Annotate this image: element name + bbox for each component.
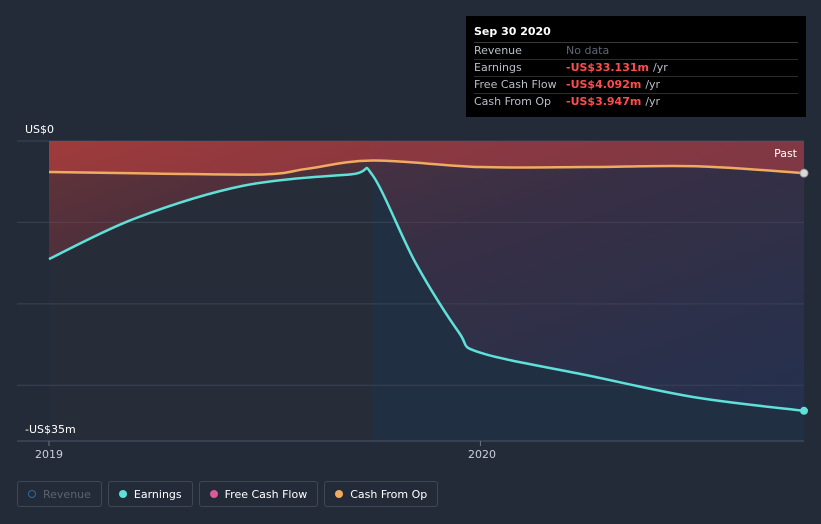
- tooltip-row-unit: /yr: [645, 95, 661, 108]
- circle-icon: [118, 490, 127, 498]
- legend-item-free-cash-flow[interactable]: Free Cash Flow: [198, 481, 319, 507]
- tooltip: Sep 30 2020 Revenue No data Earnings -US…: [466, 16, 806, 117]
- earnings-end-marker: [800, 406, 808, 415]
- x-axis: [48, 441, 481, 446]
- cash-from-op-end-marker: [799, 168, 809, 178]
- tooltip-row-value: -US$33.131m: [566, 61, 649, 74]
- legend-item-revenue[interactable]: Revenue: [17, 481, 102, 507]
- tooltip-title: Sep 30 2020: [474, 24, 798, 43]
- cash-from-op-line: [48, 159, 805, 176]
- y-axis-top-label: US$0: [25, 123, 55, 136]
- tooltip-row-name: Earnings: [474, 61, 522, 74]
- earnings-area: [49, 141, 804, 411]
- tooltip-row-name: Revenue: [474, 44, 522, 57]
- series-layer: [48, 141, 809, 415]
- legend-label: Free Cash Flow: [224, 487, 308, 501]
- x-tick-2019: 2019: [35, 448, 63, 461]
- legend-item-earnings[interactable]: Earnings: [107, 481, 193, 507]
- legend: Revenue Earnings Free Cash Flow Cash Fro…: [17, 481, 439, 507]
- past-label: Past: [774, 147, 797, 160]
- tooltip-row-unit: /yr: [652, 61, 668, 74]
- circle-icon: [335, 490, 344, 498]
- tooltip-row-value: -US$4.092m: [566, 78, 642, 91]
- legend-label: Earnings: [133, 487, 182, 501]
- tooltip-row-name: Free Cash Flow: [474, 78, 557, 91]
- y-axis-bottom-label: -US$35m: [25, 423, 76, 436]
- tooltip-row-unit: /yr: [645, 78, 661, 91]
- x-tick-2020: 2020: [468, 448, 496, 461]
- earnings-line: [48, 166, 805, 413]
- tooltip-row-cash-from-op: Cash From Op -US$3.947m /yr: [474, 94, 798, 110]
- legend-label: Revenue: [43, 487, 91, 501]
- tooltip-row-value: -US$3.947m: [566, 95, 642, 108]
- circle-icon: [209, 490, 218, 498]
- circle-outline-icon: [28, 490, 36, 498]
- legend-label: Cash From Op: [350, 487, 428, 501]
- tooltip-row-value: No data: [566, 44, 610, 57]
- tooltip-row-name: Cash From Op: [474, 95, 552, 108]
- tooltip-row-free-cash-flow: Free Cash Flow -US$4.092m /yr: [474, 77, 798, 94]
- tooltip-row-earnings: Earnings -US$33.131m /yr: [474, 60, 798, 77]
- legend-item-cash-from-op[interactable]: Cash From Op: [324, 481, 439, 507]
- tooltip-row-revenue: Revenue No data: [474, 43, 798, 60]
